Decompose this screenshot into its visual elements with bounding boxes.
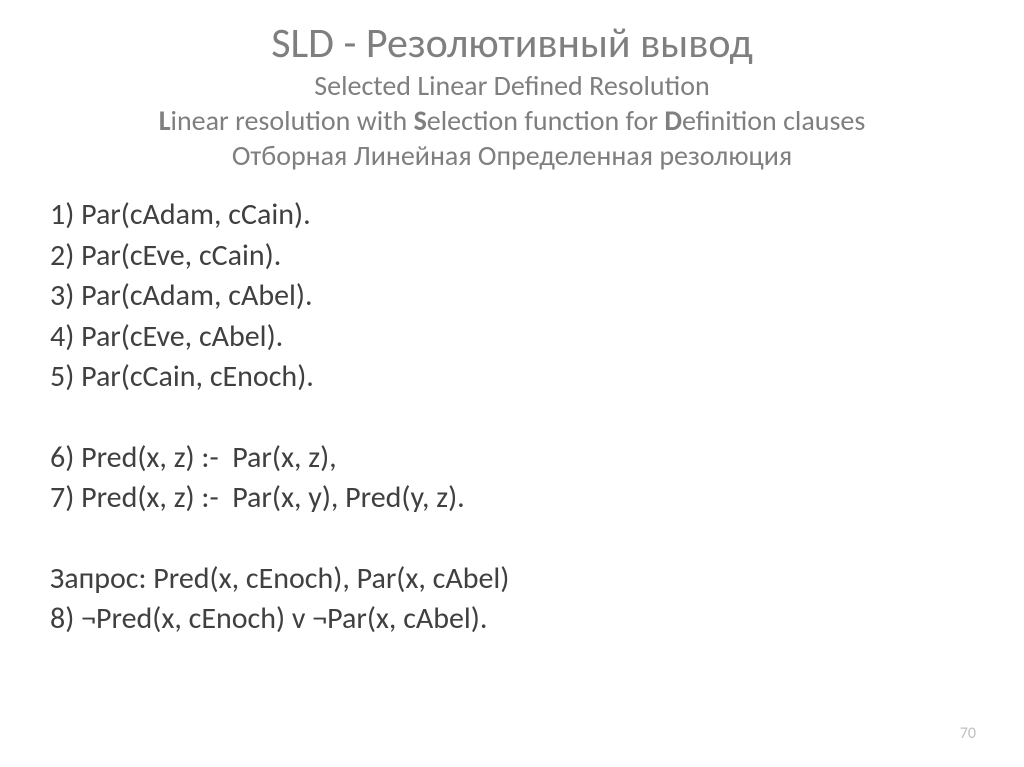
query-line: Запрос: Pred(x, cEnoch), Par(x, cAbel) <box>50 559 974 600</box>
bold-D: D <box>664 103 682 138</box>
slide-title: SLD - Резолютивный вывод <box>50 20 974 68</box>
slide-container: SLD - Резолютивный вывод Selected Linear… <box>0 0 1024 767</box>
page-number: 70 <box>960 724 976 743</box>
bold-S: S <box>414 103 427 138</box>
clause-6: 6) Pred(x, z) :- Par(x, z), <box>50 438 974 479</box>
clause-3: 3) Par(cAdam, cAbel). <box>50 276 974 317</box>
clause-4: 4) Par(cEve, cAbel). <box>50 317 974 358</box>
clause-2: 2) Par(cEve, cCain). <box>50 236 974 277</box>
blank-line-1 <box>50 398 974 438</box>
subtitle-line-1: Selected Linear Defined Resolution <box>50 68 974 103</box>
subtitle-2-part2: election function for <box>427 103 665 138</box>
clause-5: 5) Par(cCain, cEnoch). <box>50 357 974 398</box>
subtitle-2-part1: inear resolution with <box>171 103 414 138</box>
bold-L: L <box>159 103 171 138</box>
subtitle-line-3: Отборная Линейная Определенная резолюция <box>50 138 974 173</box>
title-block: SLD - Резолютивный вывод Selected Linear… <box>50 20 974 173</box>
blank-line-2 <box>50 519 974 559</box>
clause-8: 8) ¬Pred(x, cEnoch) v ¬Par(x, cAbel). <box>50 599 974 640</box>
content-body: 1) Par(cAdam, cCain). 2) Par(cEve, cCain… <box>50 195 974 640</box>
clause-7: 7) Pred(x, z) :- Par(x, y), Pred(y, z). <box>50 478 974 519</box>
subtitle-line-2: Linear resolution with Selection functio… <box>50 103 974 138</box>
clause-1: 1) Par(cAdam, cCain). <box>50 195 974 236</box>
subtitle-2-part3: efinition clauses <box>682 103 865 138</box>
